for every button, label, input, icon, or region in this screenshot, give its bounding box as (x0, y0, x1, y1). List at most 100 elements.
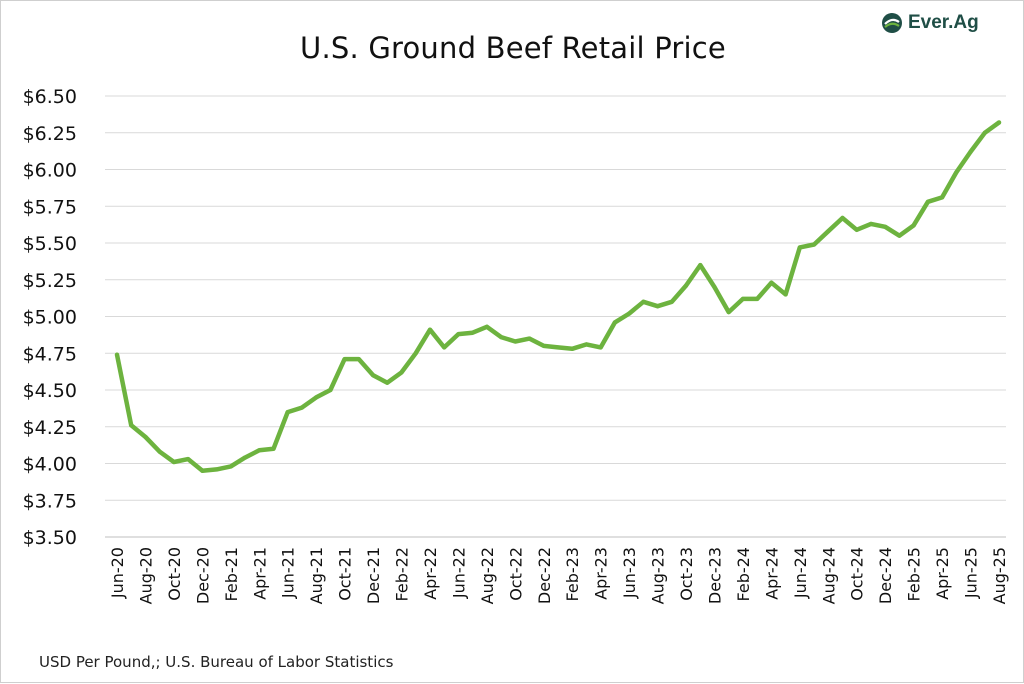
x-tick-label: Aug-25 (990, 547, 1009, 604)
data-point (698, 263, 703, 268)
data-point (527, 336, 532, 341)
y-tick-label: $3.50 (23, 527, 77, 549)
data-point (200, 468, 205, 473)
everag-logo-icon (882, 13, 902, 33)
data-point (513, 339, 518, 344)
chart-title: U.S. Ground Beef Retail Price (300, 31, 726, 65)
data-point (940, 195, 945, 200)
data-point (427, 327, 432, 332)
data-point (584, 342, 589, 347)
y-tick-label: $4.75 (23, 343, 77, 365)
brand-name: Ever.Ag (908, 12, 979, 33)
y-tick-label: $5.00 (23, 307, 77, 329)
x-axis-tick-labels: Jun-20 Aug-20 Oct-20 Dec-20 Feb-21 Apr-21 Jun-… (108, 547, 1009, 604)
data-point (641, 299, 646, 304)
x-tick-label: Oct-23 (677, 547, 696, 601)
y-tick-label: $6.00 (23, 160, 77, 182)
y-tick-label: $5.25 (23, 270, 77, 292)
data-point (499, 335, 504, 340)
y-axis-tick-labels: $3.50 $3.75 $4.00 $4.25 $4.50 $4.75 $5.00 $5.25… (23, 86, 77, 549)
data-point (413, 351, 418, 356)
data-point (243, 455, 248, 460)
data-point (186, 457, 191, 462)
data-point (769, 280, 774, 285)
x-tick-label: Apr-24 (762, 547, 781, 600)
y-tick-label: $5.50 (23, 233, 77, 255)
data-point (797, 245, 802, 250)
x-tick-label: Feb-25 (905, 547, 924, 601)
x-tick-label: Apr-21 (250, 547, 269, 600)
series-layer (114, 120, 1002, 474)
data-point (214, 467, 219, 472)
data-point (399, 370, 404, 375)
data-point (271, 446, 276, 451)
data-point (570, 346, 575, 351)
x-tick-label: Oct-22 (506, 547, 525, 601)
x-tick-label: Dec-24 (876, 547, 895, 604)
data-point (314, 395, 319, 400)
data-point (954, 170, 959, 175)
data-point (356, 357, 361, 362)
data-point (712, 285, 717, 290)
source-note: USD Per Pound,; U.S. Bureau of Labor Sta… (39, 653, 394, 671)
data-point (897, 233, 902, 238)
x-tick-label: Apr-25 (933, 547, 952, 600)
data-point (143, 435, 148, 440)
x-tick-label: Jun-25 (962, 547, 981, 599)
data-point (371, 373, 376, 378)
data-point (755, 296, 760, 301)
x-tick-label: Aug-22 (478, 547, 497, 604)
x-tick-label: Dec-21 (364, 547, 383, 604)
data-point (669, 299, 674, 304)
data-point (115, 352, 119, 357)
y-tick-label: $6.25 (23, 123, 77, 145)
y-tick-label: $4.25 (23, 417, 77, 439)
gridlines (105, 95, 1006, 538)
x-tick-label: Dec-23 (705, 547, 724, 604)
y-tick-label: $5.75 (23, 196, 77, 218)
data-point (484, 324, 489, 329)
data-point (740, 296, 745, 301)
data-point (171, 460, 176, 465)
x-tick-label: Aug-24 (819, 547, 838, 604)
data-point (854, 227, 859, 232)
data-point (997, 120, 1001, 125)
brand-logo: Ever.Ag (881, 12, 979, 34)
data-point (684, 283, 689, 288)
data-point (442, 345, 447, 350)
x-tick-label: Apr-23 (592, 547, 611, 600)
data-point (556, 345, 560, 350)
data-point (726, 310, 731, 315)
x-tick-label: Oct-20 (165, 547, 184, 601)
x-tick-label: Jun-24 (791, 547, 810, 599)
data-point (783, 292, 788, 297)
series-line (114, 120, 1002, 474)
x-tick-label: Jun-21 (279, 547, 298, 599)
data-point (385, 380, 390, 385)
data-point (925, 199, 930, 204)
data-point (968, 149, 973, 154)
x-tick-label: Oct-21 (336, 547, 355, 601)
x-tick-label: Dec-20 (193, 547, 212, 604)
data-point (883, 224, 888, 229)
x-tick-label: Feb-21 (222, 547, 241, 601)
x-tick-label: Jun-20 (108, 547, 127, 599)
data-point (655, 304, 660, 309)
y-tick-label: $4.50 (23, 380, 77, 402)
data-point (157, 449, 162, 454)
x-tick-label: Dec-22 (535, 547, 554, 604)
data-point (612, 320, 617, 325)
data-point (868, 221, 873, 226)
data-point (812, 242, 817, 247)
y-tick-label: $6.50 (23, 86, 77, 108)
data-point (285, 410, 290, 415)
data-point (840, 216, 845, 221)
data-point (627, 311, 632, 316)
data-point (826, 229, 831, 234)
data-point (342, 357, 347, 362)
data-point (598, 345, 603, 350)
data-point (470, 330, 475, 335)
x-tick-label: Feb-23 (563, 547, 582, 601)
